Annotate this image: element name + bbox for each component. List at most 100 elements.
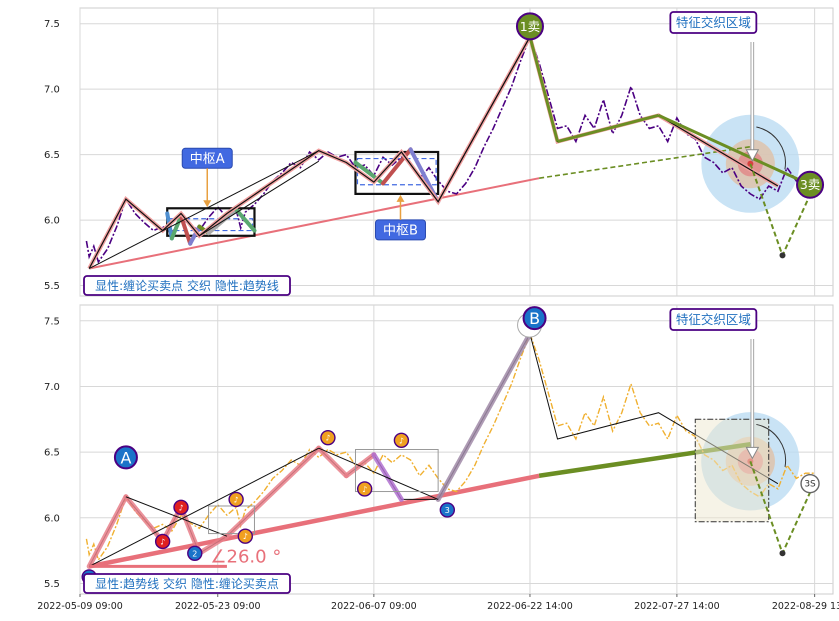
- signal-marker: ♪: [228, 491, 244, 508]
- center-zone-stroke: [169, 214, 184, 241]
- signal-marker-circle: [356, 481, 373, 497]
- zone-arrowhead: [745, 149, 760, 162]
- center-zone-arrowhead: [396, 194, 405, 202]
- zone-callout-text: 特征交织区域: [676, 312, 751, 327]
- signal-marker: 3S: [800, 473, 820, 494]
- center-zone-label-text: 中枢A: [190, 152, 225, 167]
- signal-marker: B: [517, 306, 547, 338]
- signal-marker: ♪: [393, 432, 410, 449]
- zigzag-highlight: [123, 494, 166, 544]
- legend-caption-text: 显性:趋势线 交织 隐性:缠论买卖点: [95, 576, 279, 591]
- segment-highlight: [528, 36, 559, 142]
- signal-marker-circle: [187, 545, 203, 561]
- zigzag-highlight: [435, 331, 533, 502]
- signal-marker-label: ♪: [178, 503, 183, 512]
- segment-highlight: [657, 113, 811, 187]
- sell-point-marker: 1卖: [515, 12, 544, 41]
- y-tick-label: 7.5: [44, 316, 60, 327]
- zigzag-line-thin: [88, 447, 319, 567]
- signal-marker: ♪: [237, 528, 253, 544]
- y-tick-label: 5.5: [44, 579, 60, 590]
- signal-marker: 3: [439, 502, 456, 518]
- signal-marker-circle: [393, 432, 410, 449]
- trend-line-extension: [539, 145, 751, 179]
- center-zone-stroke: [188, 224, 202, 246]
- signal-marker-label: ♪: [160, 537, 165, 546]
- signal-marker: ♪: [320, 429, 336, 446]
- y-tick-label: 6.0: [44, 513, 60, 524]
- sell-point-marker: 3卖: [796, 170, 825, 199]
- sell-point-label: 3卖: [800, 177, 820, 192]
- x-tick-label: 2022-06-07 09:00: [331, 601, 417, 612]
- zigzag-highlight: [178, 504, 202, 556]
- legend-caption-box: [83, 275, 291, 296]
- y-tick-label: 7.5: [44, 19, 60, 30]
- signal-marker-label: 2: [192, 549, 197, 558]
- zone-callout: 特征交织区域: [669, 11, 758, 34]
- zigzag-highlight: [86, 494, 129, 569]
- angle-label: ∠26.0 °: [210, 546, 281, 567]
- center-zone-stroke: [234, 207, 257, 233]
- signal-marker-circle: [113, 445, 138, 470]
- signal-marker-label: B: [529, 309, 540, 328]
- x-tick-label: 2022-07-27 14:00: [634, 601, 720, 612]
- sell-point-label: 1卖: [520, 19, 540, 34]
- zigzag-highlight: [343, 452, 377, 479]
- trend-line: [88, 473, 540, 569]
- legend-caption: 显性:趋势线 交织 隐性:缠论买卖点: [83, 573, 291, 594]
- center-zone-label: 中枢B: [374, 219, 426, 241]
- center-zone-box: [354, 150, 440, 195]
- signal-marker-label: ♪: [362, 485, 367, 494]
- zigzag-highlight: [224, 445, 322, 539]
- center-zone-label-text: 中枢B: [383, 223, 418, 238]
- zone-callout: 特征交织区域: [669, 308, 758, 331]
- signal-marker-label: 3: [445, 506, 450, 515]
- projection-point: [779, 252, 786, 259]
- y-tick-label: 6.5: [44, 448, 60, 459]
- signal-marker-circle: [522, 306, 547, 331]
- y-tick-label: 6.0: [44, 216, 60, 227]
- panel-bottom: 5.56.06.57.07.5∠26.0 °特征交织区域1A♪♪2♪♪♪♪♪3B…: [44, 304, 834, 595]
- signal-marker: 2: [187, 545, 203, 561]
- y-tick-label: 5.5: [44, 281, 60, 292]
- signal-marker: ♪: [154, 533, 171, 550]
- parallel-line: [88, 150, 319, 269]
- legend-caption-box: [83, 573, 291, 594]
- signal-marker-label: ♪: [399, 436, 404, 445]
- center-zone-arrowhead: [203, 200, 212, 208]
- panel-top: 5.5 6.0 6.5 7.0 7.5 中枢A 中枢B 特征交织区域 1卖 3卖显性:缠论买卖点 …: [44, 7, 834, 297]
- zone-callout-box: [669, 11, 758, 34]
- zone-callout-box: [669, 308, 758, 331]
- y-tick-label: 6.5: [44, 150, 60, 161]
- legend-caption: 显性:缠论买卖点 交织 隐性:趋势线: [83, 275, 291, 296]
- center-zone-box: [354, 449, 439, 493]
- center-zone-box: [208, 505, 255, 535]
- signal-marker-circle: [800, 473, 820, 494]
- zigzag-highlight: [196, 533, 230, 556]
- center-zone-label: 中枢A: [181, 147, 233, 169]
- segment-highlight: [557, 113, 659, 143]
- sell-point-circle: [515, 12, 544, 41]
- signal-marker-label: ♪: [325, 434, 330, 443]
- signal-marker-circle: [173, 499, 189, 515]
- signal-marker-circle: [228, 491, 244, 508]
- x-tick-label: 2022-05-23 09:00: [175, 601, 261, 612]
- parallel-line: [437, 36, 531, 202]
- trend-line: [88, 177, 540, 270]
- zigzag-line-thin: [125, 496, 228, 537]
- legend-caption-text: 显性:缠论买卖点 交织 隐性:趋势线: [95, 278, 279, 293]
- x-tick-label: 2022-08-29 13:00: [772, 601, 839, 612]
- signal-marker-circle: [320, 429, 336, 446]
- parallel-line: [199, 160, 320, 237]
- zone-arc: [756, 423, 787, 467]
- signal-marker-circle: [154, 533, 171, 550]
- zigzag-highlight: [316, 445, 349, 479]
- zigzag-line-thin: [318, 447, 439, 500]
- projection-point: [779, 550, 786, 557]
- signal-marker: ♪: [173, 499, 189, 515]
- zone-arc: [756, 126, 786, 170]
- zone-arrowhead: [745, 446, 760, 460]
- signal-marker: A: [113, 445, 138, 470]
